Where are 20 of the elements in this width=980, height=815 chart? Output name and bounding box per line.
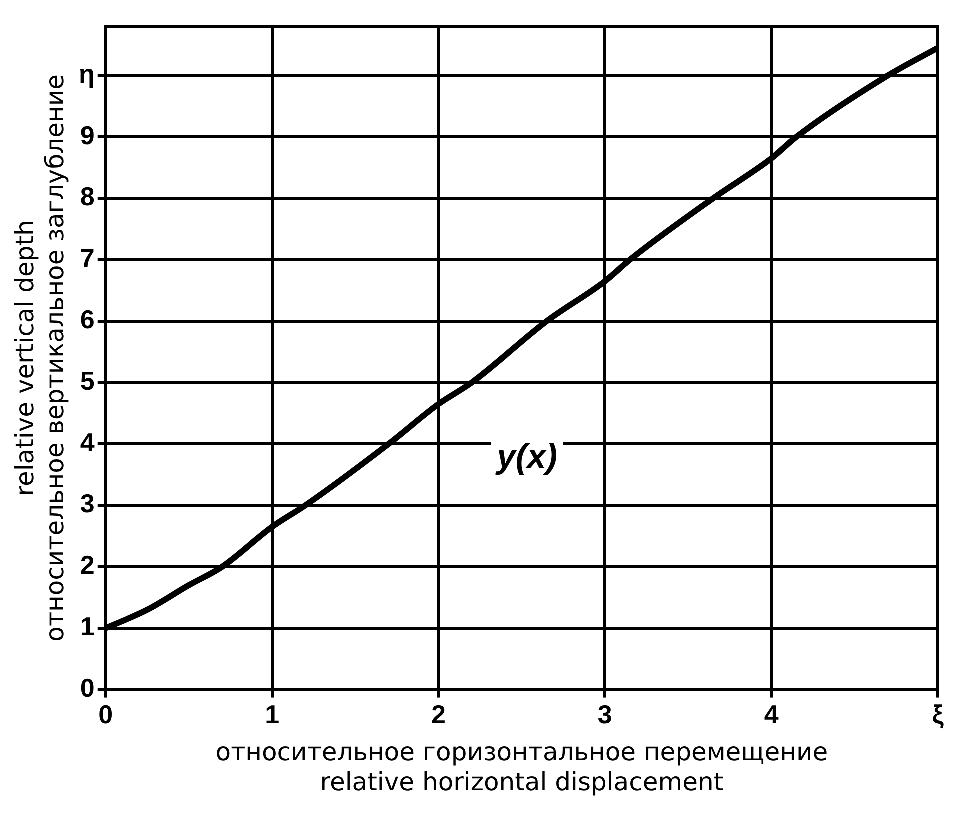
- y-tick-label: 6: [80, 304, 95, 335]
- x-tick-label: 3: [598, 700, 612, 730]
- x-tick-label: 2: [431, 700, 446, 730]
- y-tick-label: 8: [80, 182, 95, 212]
- x-tick-label: ξ: [932, 700, 944, 730]
- y-tick-label: η: [78, 58, 95, 89]
- x-axis-title: относительное горизонтальное перемещение relative horizontal displacement: [216, 738, 828, 796]
- y-tick-label: 1: [80, 612, 95, 642]
- y-tick-label: 5: [80, 366, 95, 396]
- y-tick-label: 2: [80, 550, 95, 580]
- y-tick-label: 0: [80, 672, 95, 703]
- x-tick-label: 1: [265, 700, 280, 730]
- x-tick-label: 0: [98, 700, 114, 730]
- series-label: y(x): [495, 438, 558, 476]
- x-tick-label: 4: [764, 700, 780, 730]
- y-tick-label: 4: [80, 427, 96, 458]
- y-tick-label: 3: [80, 488, 95, 519]
- y-axis-title: relative vertical depth относительное вертикальное заглубление: [10, 74, 70, 642]
- y-tick-label: 7: [80, 243, 95, 274]
- y-tick-label: 9: [80, 120, 95, 150]
